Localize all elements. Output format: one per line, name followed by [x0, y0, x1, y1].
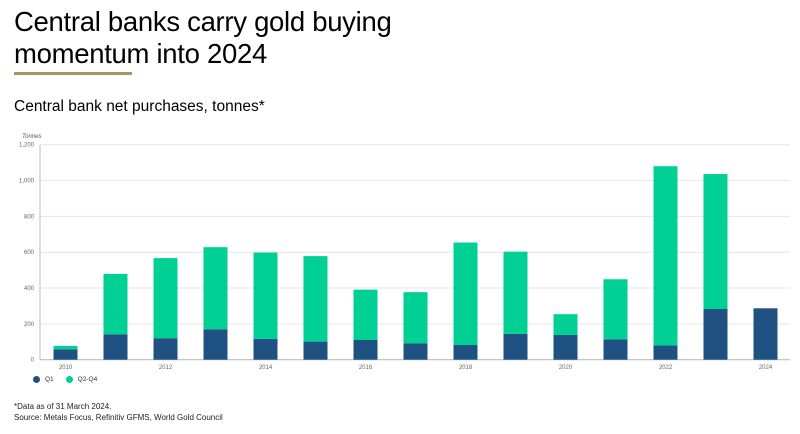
bar-q1-2010	[53, 349, 78, 360]
y-axis-label: Tonnes	[22, 134, 42, 140]
legend: Q1 Q2-Q4	[33, 376, 109, 383]
x-tick-label: 2018	[459, 365, 473, 371]
bar-q1-2020	[553, 334, 578, 360]
bar-q2-q4-2011	[103, 273, 128, 335]
x-tick-label: 2012	[159, 365, 173, 371]
bar-q2-q4-2022	[653, 166, 678, 346]
title-underline	[14, 72, 132, 75]
y-tick-label: 400	[24, 286, 35, 292]
x-tick-label: 2020	[559, 365, 573, 371]
bar-q2-q4-2021	[603, 279, 628, 340]
data-note: *Data as of 31 March 2024.	[14, 402, 112, 411]
x-tick-label: 2014	[259, 365, 273, 371]
bar-q1-2011	[103, 334, 128, 360]
bar-q2-q4-2013	[203, 247, 228, 330]
y-tick-label: 1,000	[19, 179, 35, 185]
legend-label-q1: Q1	[45, 376, 54, 383]
legend-swatch-q1	[33, 376, 40, 383]
x-tick-label: 2010	[59, 365, 73, 371]
x-tick-label: 2022	[659, 365, 673, 371]
bar-q2-q4-2017	[403, 292, 428, 344]
legend-item-q2-q4: Q2-Q4	[65, 376, 98, 383]
bar-q1-2014	[253, 338, 278, 360]
legend-swatch-q2-q4	[65, 376, 73, 383]
bar-q1-2022	[653, 345, 678, 360]
bar-q1-2024	[753, 308, 778, 360]
chart-subtitle: Central bank net purchases, tonnes*	[14, 98, 265, 115]
bar-q2-q4-2020	[553, 314, 578, 335]
bar-q1-2015	[303, 341, 328, 360]
bar-q2-q4-2018	[453, 242, 478, 346]
bars	[53, 166, 778, 360]
bar-q1-2016	[353, 339, 378, 360]
page-title: Central banks carry gold buying momentum…	[14, 6, 392, 70]
y-tick-label: 0	[31, 358, 35, 364]
x-axis-ticks: 2010 2012 2014 2016 2018 2020 2022 2024	[59, 365, 773, 371]
y-tick-label: 800	[24, 214, 35, 220]
bar-q2-q4-2010	[53, 345, 78, 350]
title-line-1: Central banks carry gold buying	[14, 6, 392, 37]
legend-item-q1: Q1	[33, 376, 54, 383]
bar-q1-2013	[203, 329, 228, 360]
y-tick-label: 600	[24, 250, 35, 256]
bar-q1-2023	[703, 308, 728, 360]
x-tick-label: 2024	[759, 365, 773, 371]
bar-q2-q4-2012	[153, 258, 178, 339]
bar-q1-2021	[603, 339, 628, 360]
bar-q2-q4-2015	[303, 256, 328, 342]
bar-q2-q4-2014	[253, 252, 278, 339]
bar-q2-q4-2016	[353, 289, 378, 340]
bar-q2-q4-2019	[503, 251, 528, 334]
bar-q1-2018	[453, 345, 478, 360]
y-tick-label: 200	[24, 322, 35, 328]
source-note: Source: Metals Focus, Refinitiv GFMS, Wo…	[14, 413, 223, 422]
bar-q1-2012	[153, 338, 178, 360]
title-line-2: momentum into 2024	[14, 38, 267, 69]
y-tick-label: 1,200	[19, 143, 35, 149]
bar-q1-2019	[503, 333, 528, 360]
bar-q2-q4-2023	[703, 174, 728, 309]
footnote: *Data as of 31 March 2024. Source: Metal…	[14, 401, 223, 423]
x-tick-label: 2016	[359, 365, 373, 371]
bar-q1-2017	[403, 343, 428, 360]
y-axis-ticks: 0 200 400 600 800 1,000 1,200	[19, 143, 35, 364]
legend-label-q2-q4: Q2-Q4	[77, 376, 98, 383]
